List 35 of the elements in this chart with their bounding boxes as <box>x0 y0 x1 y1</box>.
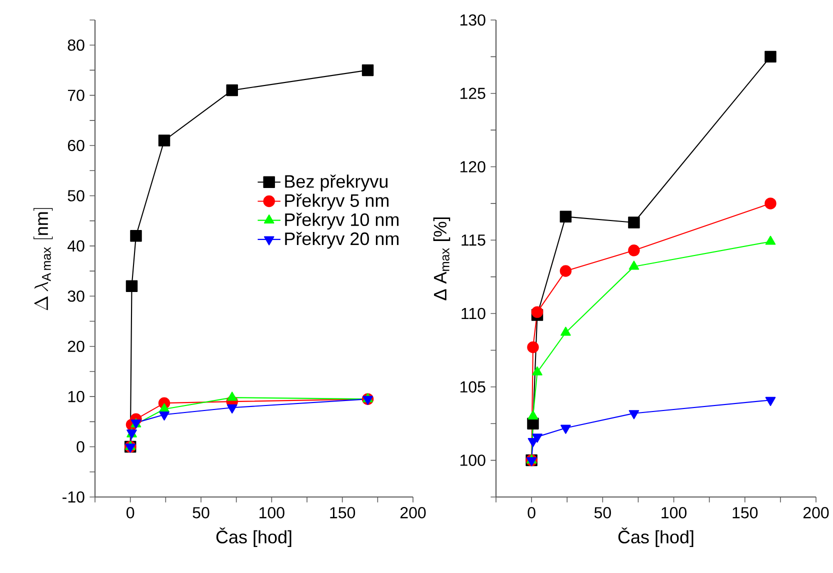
y-axis-title: $\Delta\,\lambda_{\mathrm{A\,max}}\ [\mathrm{nm}]$ <box>33 208 53 310</box>
y-tick-label: -10 <box>62 491 84 503</box>
legend-label: Překryv 5 nm <box>285 194 388 211</box>
x-tick-label: 0 <box>528 507 536 518</box>
y-tick-label: 130 <box>460 14 486 26</box>
y-tick-label: 70 <box>68 90 84 101</box>
y-tick-label: 50 <box>68 190 84 202</box>
x-axis-title: Čas [hod] <box>618 528 694 547</box>
y-tick-label: 110 <box>462 308 486 320</box>
x-tick-label: 150 <box>330 507 356 518</box>
y-tick-label: 10 <box>68 390 84 402</box>
x-tick-label: 150 <box>732 507 758 518</box>
y-tick-label: 100 <box>460 454 486 466</box>
y-tick-label: 40 <box>68 240 84 252</box>
y-tick-label: 105 <box>460 381 486 393</box>
y-tick-label: 20 <box>68 340 84 352</box>
y-tick-label: 60 <box>68 140 84 152</box>
x-tick-label: 50 <box>594 507 611 518</box>
x-tick-label: 50 <box>192 507 210 518</box>
x-tick-label: 200 <box>803 507 829 518</box>
x-tick-label: 0 <box>126 507 134 518</box>
y-tick-label: 0 <box>76 441 84 452</box>
y-tick-label: 115 <box>462 234 486 246</box>
x-tick-label: 100 <box>260 507 284 518</box>
y-tick-label: 80 <box>68 39 84 51</box>
y-tick-label: 125 <box>460 88 486 100</box>
legend-label: Překryv 10 nm <box>285 212 398 230</box>
legend-label: Bez překryvu <box>285 174 388 192</box>
legend-label: Překryv 20 nm <box>285 232 398 249</box>
y-tick-label: 120 <box>460 161 486 172</box>
x-tick-label: 100 <box>662 507 686 518</box>
y-axis-title: Δ A$_{max}$ [%] <box>433 218 450 300</box>
x-axis-title: Čas [hod] <box>216 528 292 547</box>
y-tick-label: 30 <box>68 290 84 302</box>
x-tick-label: 200 <box>400 507 426 518</box>
